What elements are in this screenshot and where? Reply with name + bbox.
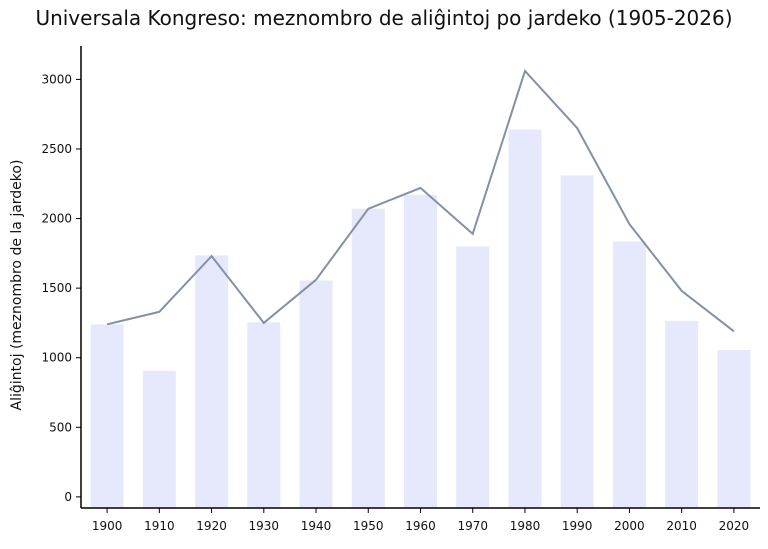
x-tick-label-1970: 1970: [457, 519, 488, 533]
bar-1980: [508, 129, 542, 509]
y-tick-label-1500: 1500: [41, 281, 72, 295]
y-tick-label-2500: 2500: [41, 142, 72, 156]
y-axis-title: Aliĝintoj (meznombro de la jardeko): [9, 160, 25, 411]
x-tick-label-1960: 1960: [405, 519, 436, 533]
x-tick-label-1980: 1980: [510, 519, 541, 533]
line-series: [106, 69, 735, 333]
bar-2000: [612, 241, 646, 508]
bar-1940: [299, 280, 333, 508]
x-tick-label-2000: 2000: [614, 519, 645, 533]
bar-1990: [560, 175, 594, 509]
x-tick-label-1940: 1940: [301, 519, 332, 533]
bar-1930: [247, 322, 281, 508]
x-tick-label-1910: 1910: [144, 519, 175, 533]
x-tick-label-2020: 2020: [719, 519, 750, 533]
y-tick-label-1000: 1000: [41, 351, 72, 365]
y-tick-label-2000: 2000: [41, 212, 72, 226]
x-tick-label-1930: 1930: [249, 519, 280, 533]
y-tick-label-0: 0: [64, 490, 72, 504]
x-tick-label-1990: 1990: [562, 519, 593, 533]
x-tick-label-1920: 1920: [196, 519, 227, 533]
bar-2020: [717, 350, 751, 508]
x-tick-label-1950: 1950: [353, 519, 384, 533]
bar-1910: [142, 370, 176, 508]
bar-1900: [90, 324, 124, 508]
bar-1920: [195, 255, 229, 508]
y-tick-label-3000: 3000: [41, 72, 72, 86]
bar-1960: [404, 194, 437, 508]
bar-1950: [351, 208, 385, 509]
chart-title: Universala Kongreso: meznombro de aliĝin…: [35, 6, 733, 30]
bar-1970: [456, 246, 490, 508]
x-tick-label-2010: 2010: [666, 519, 697, 533]
bar-2010: [665, 320, 699, 508]
y-tick-label-500: 500: [49, 420, 72, 434]
x-tick-label-1900: 1900: [92, 519, 123, 533]
